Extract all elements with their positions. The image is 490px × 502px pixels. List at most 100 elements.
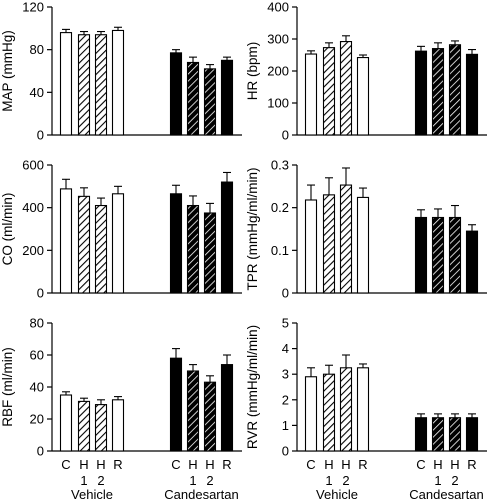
x-tick-label: R (467, 457, 476, 472)
y-axis-label: CO (ml/min) (0, 193, 15, 266)
x-tick-label: C (306, 457, 315, 472)
y-tick-label: 80 (30, 42, 44, 57)
bar (322, 373, 336, 452)
bar (77, 195, 91, 294)
y-tick-label: 200 (22, 243, 44, 258)
bar (203, 68, 217, 136)
x-tick-label: R (113, 457, 122, 472)
y-tick-label: 100 (267, 96, 289, 111)
bar (431, 216, 445, 294)
bar (111, 399, 125, 452)
x-tick-label: C (416, 457, 425, 472)
y-tick-label: 40 (30, 85, 44, 100)
bar (322, 194, 336, 294)
y-tick-label: 0.3 (271, 158, 289, 173)
y-tick-label: 300 (267, 32, 289, 47)
bar (356, 196, 370, 294)
bar (59, 188, 73, 294)
bar (94, 204, 108, 294)
x-tick-label: C (171, 457, 180, 472)
group-label: Candesartan (409, 487, 483, 502)
bar (322, 47, 336, 136)
bar (111, 29, 125, 136)
x-tick-label: R (222, 457, 231, 472)
y-tick-label: 5 (282, 316, 289, 331)
y-tick-label: 80 (30, 316, 44, 331)
y-tick-label: 0.2 (271, 200, 289, 215)
bar (94, 404, 108, 452)
bar (203, 381, 217, 452)
panel-1: 0 40 80 120 MAP (mmHg) (0, 0, 242, 143)
y-axis-label: TPR (mmHg/ml/min) (245, 168, 260, 291)
x-tick-label: R (358, 457, 367, 472)
group-label: Vehicle (316, 487, 358, 502)
y-tick-label: 0 (282, 286, 289, 301)
y-tick-label: 0 (37, 128, 44, 143)
x-tick-sublabel: 2 (97, 473, 104, 488)
bar (77, 400, 91, 452)
bar (304, 376, 318, 452)
x-tick-label: H (205, 457, 214, 472)
bar (186, 204, 200, 294)
bar (414, 216, 428, 294)
y-axis-label: MAP (mmHg) (0, 30, 15, 112)
bar (431, 417, 445, 452)
y-tick-label: 40 (30, 380, 44, 395)
bar (304, 53, 318, 136)
bar (77, 34, 91, 136)
bar (448, 44, 462, 136)
bar (220, 181, 234, 294)
bar (448, 417, 462, 452)
x-tick-label: H (188, 457, 197, 472)
bar (111, 193, 125, 294)
panel-2: 0 100 200 300 400 HR (bpm) (245, 0, 487, 143)
bar (431, 48, 445, 136)
x-tick-sublabel: 1 (189, 473, 196, 488)
x-tick-sublabel: 2 (342, 473, 349, 488)
x-tick-sublabel: 1 (80, 473, 87, 488)
y-axis-label: HR (bpm) (245, 42, 260, 101)
bar (169, 52, 183, 136)
x-tick-sublabel: 1 (325, 473, 332, 488)
y-tick-label: 0 (37, 444, 44, 459)
y-tick-label: 0 (282, 128, 289, 143)
y-tick-label: 0 (282, 444, 289, 459)
y-tick-label: 0 (37, 286, 44, 301)
bar (220, 364, 234, 452)
y-tick-label: 4 (282, 341, 289, 356)
x-tick-sublabel: 1 (434, 473, 441, 488)
y-axis-label: RVR (mmHg/ml/min) (245, 325, 260, 449)
bar (169, 193, 183, 294)
bar (339, 184, 353, 294)
y-axis-label: RBF (ml/min) (0, 347, 15, 427)
y-tick-label: 3 (282, 367, 289, 382)
x-tick-label: H (324, 457, 333, 472)
x-tick-sublabel: 2 (206, 473, 213, 488)
bar (465, 53, 479, 136)
bar (414, 50, 428, 136)
bar (465, 417, 479, 452)
bar (448, 216, 462, 294)
x-tick-label: H (433, 457, 442, 472)
bar (414, 417, 428, 452)
y-tick-label: 60 (30, 348, 44, 363)
bar (339, 367, 353, 452)
bar (339, 41, 353, 136)
x-tick-label: H (450, 457, 459, 472)
x-tick-label: H (79, 457, 88, 472)
y-tick-label: 20 (30, 412, 44, 427)
bar (59, 394, 73, 452)
panel-3: 0 200 400 600 CO (ml/min) (0, 158, 242, 301)
y-tick-label: 0.1 (271, 243, 289, 258)
y-tick-label: 400 (267, 0, 289, 15)
bar (465, 230, 479, 294)
y-tick-label: 600 (22, 158, 44, 173)
y-tick-label: 200 (267, 64, 289, 79)
bar (169, 357, 183, 452)
bar (94, 34, 108, 136)
bar (356, 57, 370, 136)
bar (356, 367, 370, 452)
group-label: Vehicle (71, 487, 113, 502)
